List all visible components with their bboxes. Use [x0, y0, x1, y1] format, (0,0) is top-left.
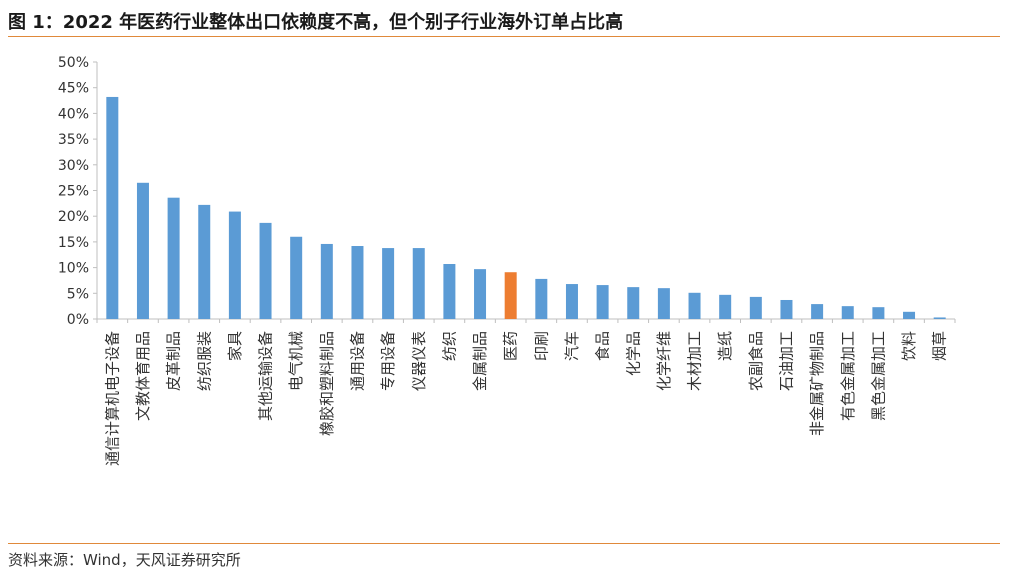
- x-tick-label: 医药: [502, 331, 520, 361]
- bar: [872, 307, 885, 319]
- x-tick-label: 皮革制品: [165, 331, 183, 391]
- bar: [382, 248, 395, 319]
- bar: [780, 299, 793, 319]
- x-axis: [96, 318, 956, 323]
- y-tick-label: 5%: [67, 286, 89, 302]
- bar: [657, 288, 670, 319]
- x-tick-label: 纺织: [440, 331, 458, 361]
- bar: [474, 269, 487, 319]
- x-tick-label: 烟草: [931, 331, 949, 361]
- x-tick-label: 汽车: [563, 331, 581, 361]
- bar: [228, 211, 241, 319]
- bar: [167, 197, 180, 319]
- y-tick-label: 20%: [58, 209, 89, 225]
- y-tick-label: 25%: [58, 184, 89, 200]
- y-tick-label: 0%: [67, 312, 89, 328]
- x-tick-label: 非金属矿物制品: [808, 331, 826, 436]
- bar: [106, 96, 119, 320]
- bar: [933, 317, 946, 319]
- bar: [412, 248, 425, 319]
- x-tick-label: 饮料: [900, 331, 918, 361]
- bar: [903, 311, 916, 319]
- bar: [351, 246, 364, 319]
- y-axis: 0% 5% 10% 15% 20% 25% 30% 35% 40% 45% 50%: [58, 55, 98, 328]
- y-tick-label: 35%: [58, 132, 89, 148]
- bar: [259, 222, 272, 319]
- x-tick-label: 其他运输设备: [257, 331, 275, 421]
- y-tick-label: 50%: [58, 55, 89, 71]
- source-note: 资料来源：Wind，天风证券研究所: [8, 551, 241, 569]
- x-tick-label: 木材加工: [686, 331, 704, 391]
- bar: [596, 285, 609, 319]
- source-divider: [8, 543, 1000, 544]
- bar: [290, 236, 303, 319]
- x-tick-label: 专用设备: [379, 331, 397, 391]
- y-tick-label: 40%: [58, 106, 89, 122]
- y-tick-label: 10%: [58, 261, 89, 277]
- bar-chart: 0% 5% 10% 15% 20% 25% 30% 35% 40% 45% 50% 通信计算机电子设…: [58, 55, 956, 466]
- bar: [535, 278, 548, 319]
- bar: [841, 306, 854, 319]
- y-tick-label: 15%: [58, 235, 89, 251]
- x-tick-label: 印刷: [532, 331, 550, 361]
- x-tick-label: 通信计算机电子设备: [103, 331, 121, 466]
- bar: [719, 294, 732, 319]
- x-tick-label: 造纸: [716, 331, 734, 361]
- bar: [688, 292, 701, 319]
- bar: [811, 304, 824, 319]
- x-tick-labels: 通信计算机电子设备 文教体育用品 皮革制品 纺织服装 家具 其他运输设备 电气机械 橡胶和塑料…: [103, 331, 948, 466]
- x-tick-label: 仪器仪表: [410, 331, 428, 391]
- x-tick-label: 电气机械: [287, 331, 305, 391]
- x-tick-label: 金属制品: [471, 331, 489, 391]
- bar: [749, 296, 762, 319]
- bar: [443, 264, 456, 319]
- x-tick-label: 通用设备: [348, 331, 366, 391]
- x-tick-label: 橡胶和塑料制品: [318, 331, 336, 436]
- bar: [320, 243, 333, 319]
- chart-title: 图 1：2022 年医药行业整体出口依赖度不高，但个别子行业海外订单占比高: [8, 12, 624, 33]
- title-divider: [8, 36, 1000, 37]
- x-tick-label: 化学品: [624, 331, 642, 376]
- x-tick-label: 黑色金属加工: [869, 331, 887, 421]
- x-tick-label: 文教体育用品: [134, 331, 152, 421]
- y-tick-label: 30%: [58, 158, 89, 174]
- x-tick-label: 家具: [226, 331, 244, 361]
- x-tick-label: 纺织服装: [195, 331, 213, 391]
- bar: [627, 287, 640, 319]
- x-tick-label: 农副食品: [747, 331, 765, 391]
- y-tick-label: 45%: [58, 81, 89, 97]
- x-tick-label: 石油加工: [777, 331, 795, 391]
- bar: [136, 182, 149, 319]
- x-tick-label: 食品: [594, 331, 612, 361]
- bar: [198, 204, 211, 319]
- x-tick-label: 有色金属加工: [839, 331, 857, 421]
- bar: [504, 272, 517, 319]
- bar: [565, 284, 578, 319]
- x-tick-label: 化学纤维: [655, 331, 673, 391]
- bars: [106, 96, 946, 320]
